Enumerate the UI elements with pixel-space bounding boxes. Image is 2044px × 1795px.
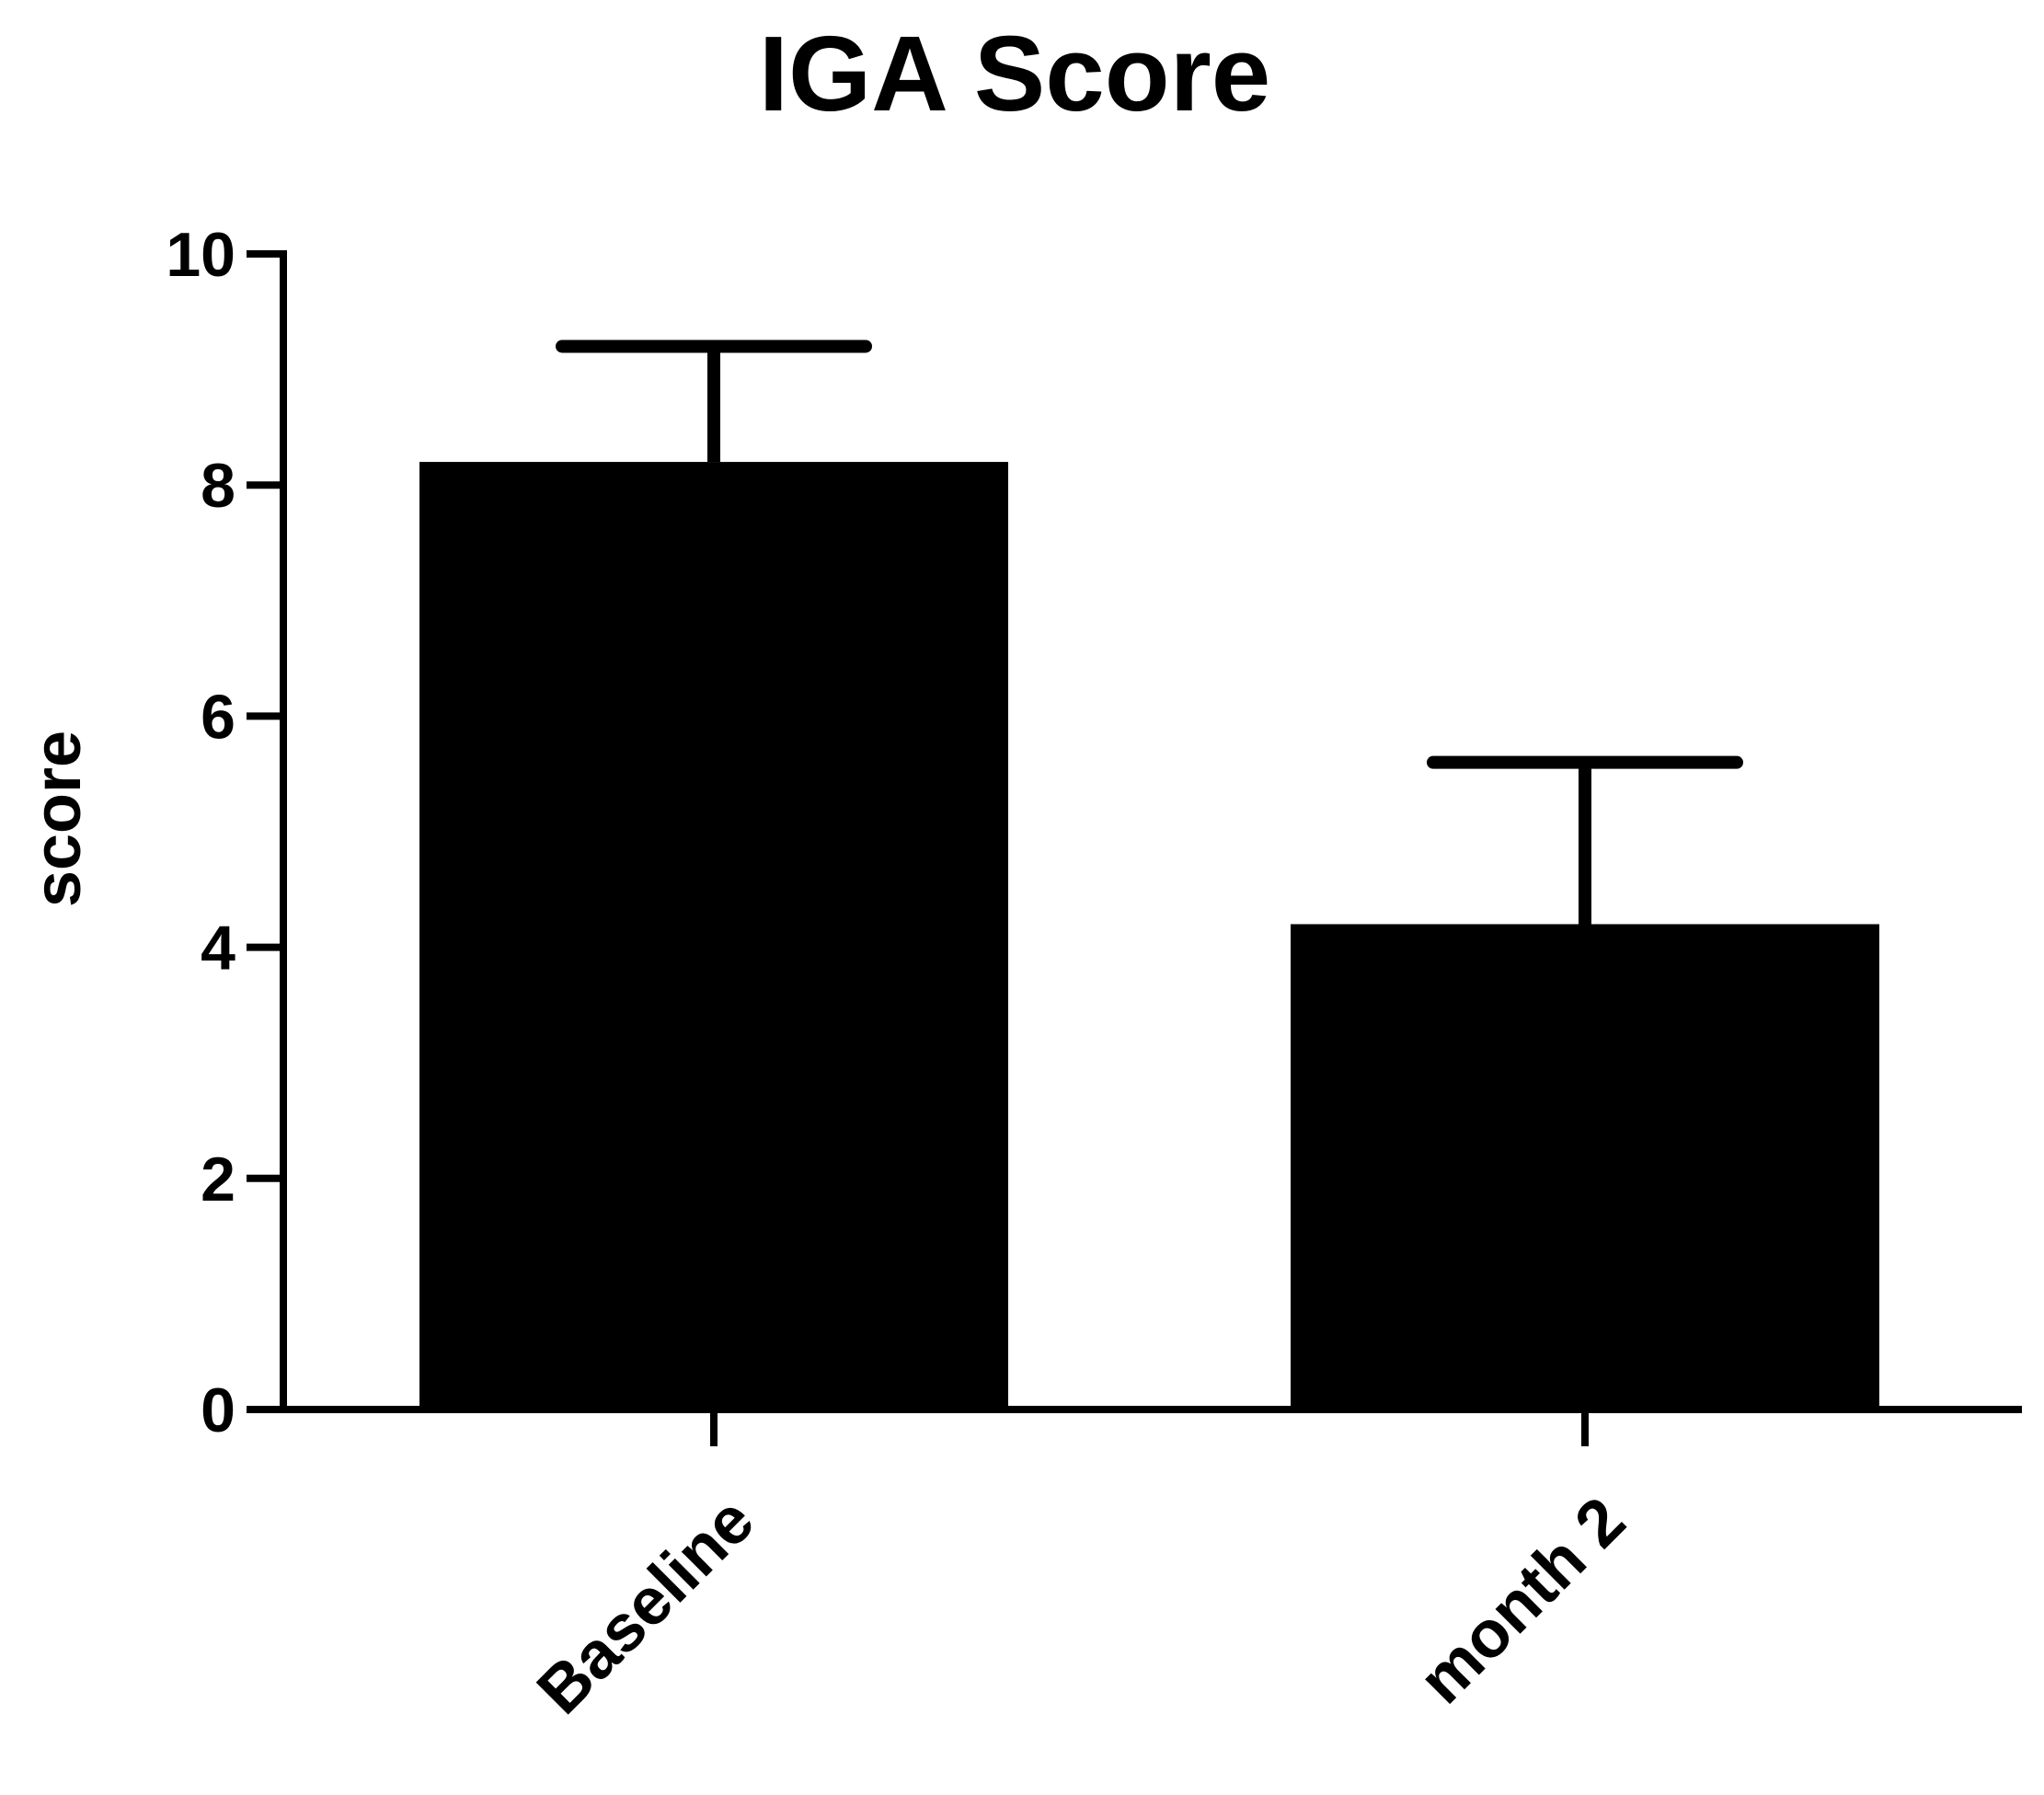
y-axis-label: score: [21, 731, 95, 907]
bar-baseline: [419, 462, 1008, 1410]
y-tick-label: 2: [201, 1145, 235, 1214]
bar-month-2: [1291, 924, 1879, 1410]
error-bars-group: [556, 339, 1743, 925]
bars-group: [419, 462, 1879, 1410]
x-tick-label: Baseline: [523, 1483, 768, 1728]
x-ticks-group: Baseline month 2: [523, 1410, 1639, 1728]
y-tick-label: 8: [201, 451, 235, 521]
y-tick-label: 10: [166, 220, 235, 290]
x-tick-label: month 2: [1405, 1483, 1639, 1718]
axes-group: [280, 250, 2022, 1413]
y-tick-label: 4: [201, 914, 235, 984]
y-ticks-group: 0 2 4 6 8 10: [166, 220, 283, 1445]
y-tick-label: 6: [201, 682, 235, 752]
chart-title: IGA Score: [759, 14, 1271, 133]
y-tick-label: 0: [201, 1375, 235, 1445]
